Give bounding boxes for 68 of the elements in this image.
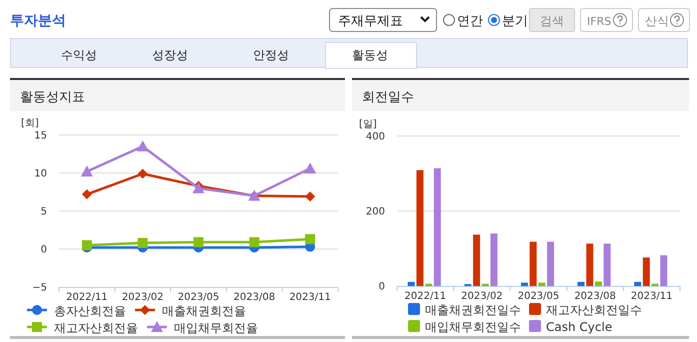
legend-label: 매입채무회전일수 <box>425 320 521 334</box>
point <box>138 168 148 179</box>
x-tick-label: 2023/02 <box>122 292 164 303</box>
y-axis-title: [회] <box>21 118 39 129</box>
y-axis-title: [일] <box>359 119 377 130</box>
text: IFRS <box>587 15 612 28</box>
legend-label: 매입채무회전율 <box>174 321 258 335</box>
legend-label: 총자산회전율 <box>54 304 126 318</box>
legend-label: 매출채권회전일수 <box>425 303 521 317</box>
x-tick-label: 2023/08 <box>574 291 616 302</box>
bar <box>578 282 585 286</box>
point <box>138 238 148 248</box>
y-tick-label: 5 <box>40 206 47 218</box>
bar <box>408 282 415 286</box>
text: 연간 <box>457 14 483 29</box>
y-tick-label: 0 <box>378 282 385 292</box>
point <box>304 162 316 174</box>
text: 수익성 <box>61 48 97 62</box>
y-tick-label: 15 <box>34 130 47 142</box>
point <box>136 140 149 152</box>
text: 검색 <box>540 14 564 28</box>
text: 안정성 <box>253 48 289 62</box>
chart-title: 회전일수 <box>362 90 414 105</box>
x-tick-label: 2023/11 <box>630 291 672 302</box>
text: 활동성 <box>352 48 388 62</box>
point <box>82 189 92 200</box>
legend-label: Cash Cycle <box>546 320 612 334</box>
y-tick-label: 10 <box>34 168 47 180</box>
bar <box>604 244 611 286</box>
bar <box>594 282 602 286</box>
legend-label: 재고자산회전율 <box>54 321 138 335</box>
x-tick-label: 2022/11 <box>404 291 446 302</box>
y-tick-label: 200 <box>366 206 385 218</box>
text: 성장성 <box>152 48 188 62</box>
y-tick-label: 400 <box>366 132 385 142</box>
point <box>192 182 204 194</box>
bar <box>416 170 424 286</box>
text: 분기 <box>502 14 528 29</box>
y-tick-label: −5 <box>32 282 47 294</box>
bar <box>634 282 642 286</box>
bar <box>473 234 480 286</box>
point <box>194 237 204 248</box>
x-tick-label: 2023/02 <box>461 291 503 302</box>
x-tick-label: 2023/05 <box>518 291 560 302</box>
text: 산식 <box>645 14 669 28</box>
point <box>305 234 316 244</box>
x-tick-label: 2023/08 <box>234 292 276 303</box>
bar <box>538 282 546 286</box>
bar <box>642 258 650 286</box>
bar <box>660 255 668 286</box>
bar <box>520 282 528 286</box>
x-tick-label: 2022/11 <box>66 292 108 303</box>
y-tick-label: 0 <box>40 244 47 256</box>
text: 투자분석 <box>10 13 66 29</box>
bar <box>490 234 498 286</box>
chart-title: 활동성지표 <box>20 90 85 105</box>
legend-label: 재고자산회전일수 <box>546 303 642 317</box>
x-tick-label: 2023/05 <box>178 292 220 303</box>
bar <box>434 168 441 286</box>
bar <box>547 242 554 286</box>
bar <box>586 244 594 286</box>
point <box>80 165 93 176</box>
legend-label: 매출채권회전율 <box>162 304 246 318</box>
x-tick-label: 2023/11 <box>289 292 331 303</box>
bar <box>530 242 537 286</box>
point <box>249 237 260 248</box>
point <box>305 192 316 202</box>
text: 주재무제표 <box>338 14 403 29</box>
